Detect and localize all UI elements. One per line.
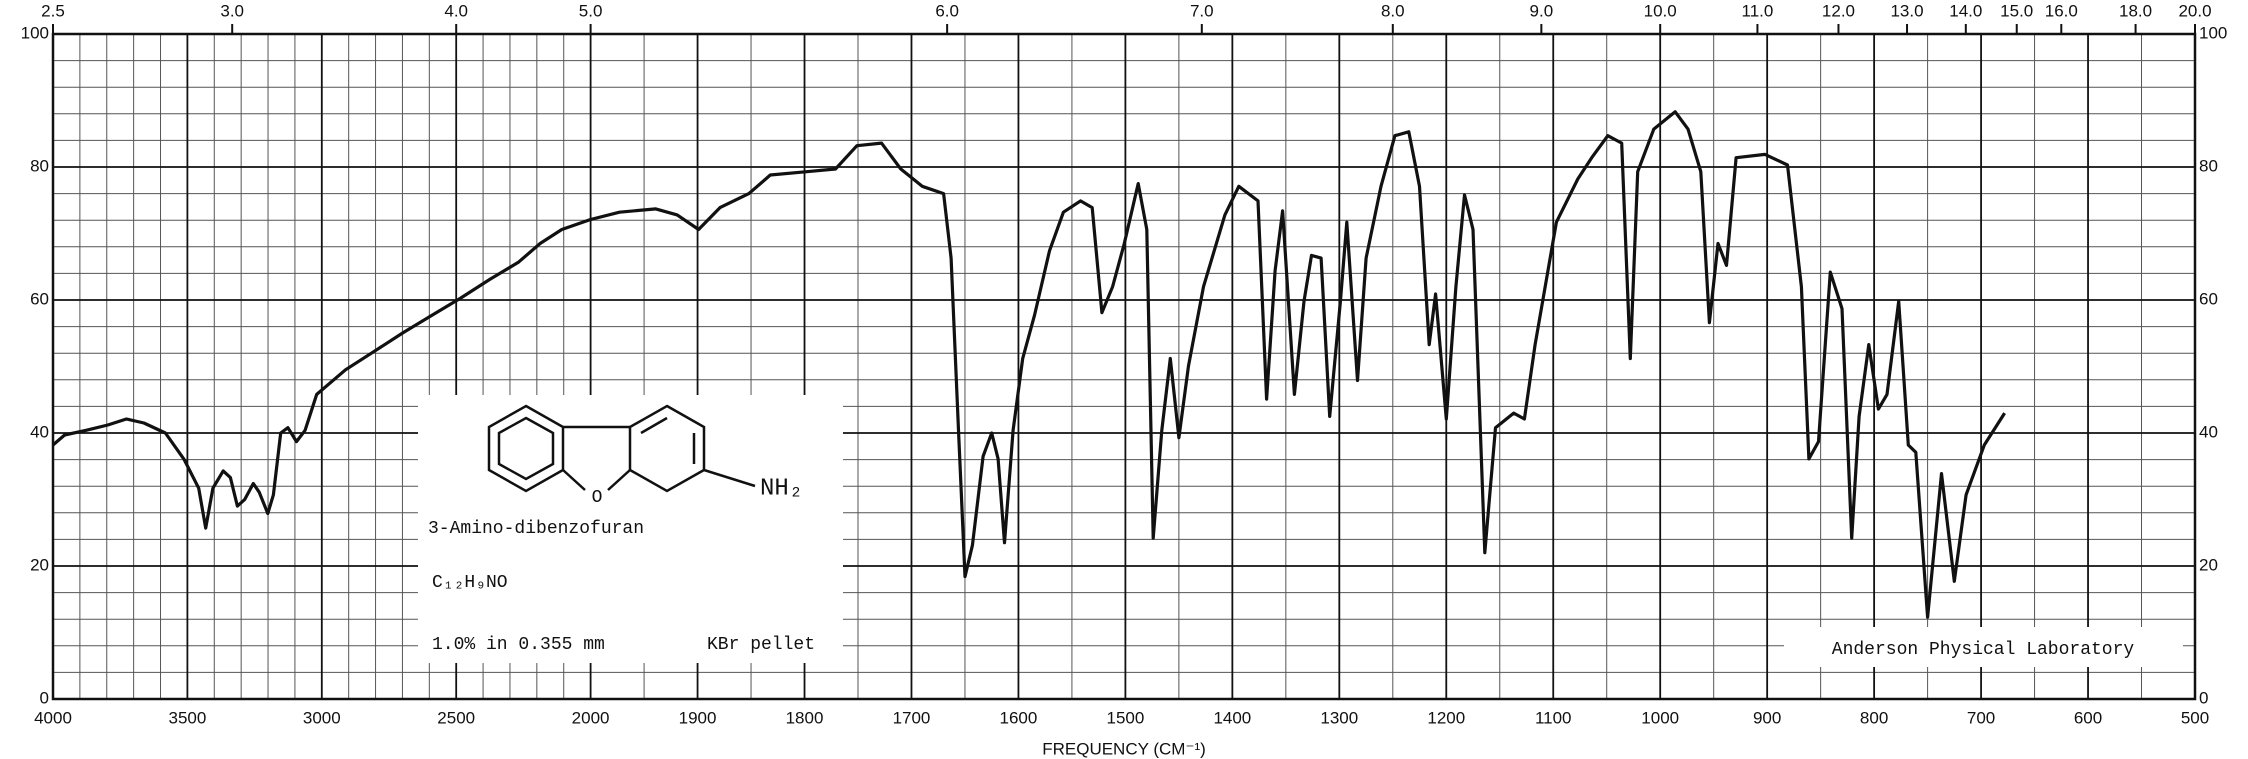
y-tick-label: 40 (30, 422, 49, 441)
x-tick-label: 1800 (786, 708, 824, 727)
y-tick-label: 100 (21, 23, 49, 42)
top-tick-label: 18.0 (2119, 1, 2152, 20)
x-axis-title: FREQUENCY (CM⁻¹) (1042, 739, 1206, 758)
y-tick-label-right: 60 (2199, 289, 2218, 308)
x-tick-label: 600 (2074, 708, 2102, 727)
top-tick-label: 13.0 (1890, 1, 1923, 20)
top-tick-label: 10.0 (1644, 1, 1677, 20)
top-tick-label: 20.0 (2178, 1, 2211, 20)
plot-frame (51, 32, 2197, 701)
top-tick-label: 3.0 (220, 1, 244, 20)
y-tick-label-right: 80 (2199, 156, 2218, 175)
y-tick-label-right: 40 (2199, 422, 2218, 441)
x-tick-label: 1500 (1106, 708, 1144, 727)
y-tick-label-right: 0 (2199, 688, 2208, 707)
top-tick-label: 14.0 (1949, 1, 1982, 20)
x-tick-label: 2500 (437, 708, 475, 727)
x-tick-label: 1400 (1213, 708, 1251, 727)
structure (487, 404, 756, 493)
x-tick-label: 3000 (303, 708, 341, 727)
top-tick-label: 15.0 (2000, 1, 2033, 20)
compound-name: 3-Amino-dibenzofuran (428, 519, 644, 539)
lab-box (1784, 627, 2183, 667)
medium-info: KBr pellet (707, 635, 815, 655)
y-tick-label: 60 (30, 289, 49, 308)
x-tick-label: 1700 (893, 708, 931, 727)
amine-group: NH₂ (760, 475, 803, 502)
top-tick-label: 5.0 (579, 1, 603, 20)
spectrum-line (51, 110, 2006, 619)
sample-info: 1.0% in 0.355 mm (432, 635, 605, 655)
x-tick-label: 1000 (1641, 708, 1679, 727)
x-tick-label: 1300 (1320, 708, 1358, 727)
y-tick-label: 0 (40, 688, 49, 707)
lab-name: Anderson Physical Laboratory (1832, 640, 2135, 660)
x-tick-label: 1100 (1535, 708, 1572, 727)
top-tick-label: 8.0 (1381, 1, 1405, 20)
x-tick-label: 4000 (34, 708, 72, 727)
top-tick-label: 16.0 (2045, 1, 2078, 20)
x-tick-label: 1200 (1427, 708, 1465, 727)
top-tick-label: 12.0 (1822, 1, 1855, 20)
top-tick-label: 9.0 (1530, 1, 1554, 20)
x-tick-label: 500 (2181, 708, 2209, 727)
y-tick-label: 80 (30, 156, 49, 175)
top-tick-label: 7.0 (1190, 1, 1214, 20)
oxygen-atom: O (592, 488, 603, 508)
y-tick-label-right: 100 (2199, 23, 2227, 42)
y-tick-label-right: 20 (2199, 555, 2218, 574)
top-tick-label: 11.0 (1742, 1, 1774, 20)
x-tick-label: 2000 (572, 708, 610, 727)
x-tick-label: 800 (1860, 708, 1888, 727)
top-tick-label: 6.0 (935, 1, 959, 20)
x-tick-label: 1900 (679, 708, 717, 727)
top-tick-label: 2.5 (41, 1, 65, 20)
x-tick-label: 900 (1753, 708, 1781, 727)
formula: C₁₂H₉NO (432, 573, 508, 593)
annotation-box: O NH₂ 3-Amino-dibenzofuran C₁₂H₉NO 1.0% … (418, 395, 843, 663)
y-tick-label: 20 (30, 555, 49, 574)
x-tick-label: 1600 (1000, 708, 1038, 727)
top-tick-label: 4.0 (444, 1, 468, 20)
x-tick-label: 700 (1967, 708, 1995, 727)
x-tick-label: 3500 (168, 708, 206, 727)
